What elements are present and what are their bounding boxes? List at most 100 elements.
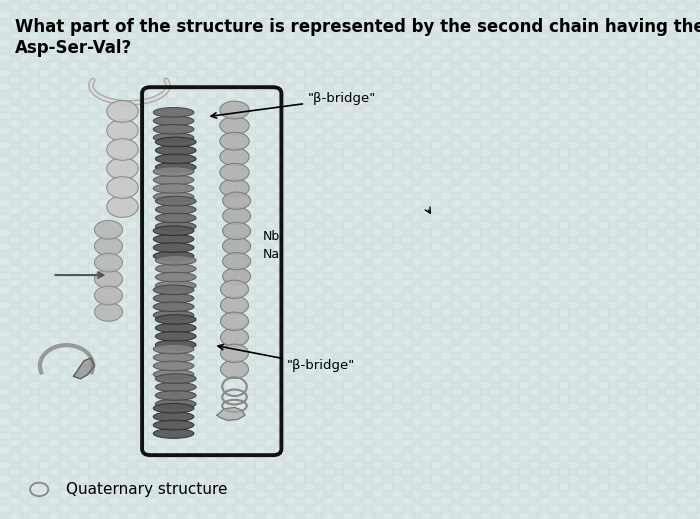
Bar <box>284 272 294 279</box>
Bar <box>539 345 549 352</box>
Bar <box>568 323 578 330</box>
Bar <box>88 490 98 497</box>
Bar <box>127 243 137 250</box>
Bar <box>284 504 294 512</box>
Bar <box>274 163 284 170</box>
Bar <box>608 148 617 156</box>
Bar <box>265 257 274 265</box>
Bar <box>588 337 598 345</box>
Bar <box>274 221 284 228</box>
Bar <box>176 439 186 446</box>
Bar <box>578 141 588 148</box>
Bar <box>382 39 392 47</box>
Bar <box>323 359 333 366</box>
Bar <box>333 352 343 359</box>
Bar <box>500 127 510 134</box>
Bar <box>167 374 176 381</box>
Bar <box>431 76 441 83</box>
Bar <box>490 497 500 504</box>
Bar <box>49 345 59 352</box>
Bar <box>343 286 353 294</box>
Bar <box>294 265 304 272</box>
Bar <box>323 214 333 221</box>
Bar <box>696 330 700 337</box>
Bar <box>314 134 323 141</box>
Bar <box>284 316 294 323</box>
Bar <box>686 207 696 214</box>
Bar <box>353 134 363 141</box>
Bar <box>49 25 59 32</box>
Bar <box>59 294 69 301</box>
Bar <box>392 47 402 54</box>
Bar <box>363 10 372 18</box>
Bar <box>323 83 333 90</box>
Bar <box>696 10 700 18</box>
Bar <box>666 468 676 475</box>
Bar <box>29 374 39 381</box>
Bar <box>568 395 578 403</box>
Bar <box>666 454 676 461</box>
Bar <box>265 156 274 163</box>
Ellipse shape <box>155 332 196 341</box>
Bar <box>637 228 647 236</box>
Bar <box>421 141 431 148</box>
Bar <box>98 454 108 461</box>
Bar <box>480 504 490 512</box>
Bar <box>578 127 588 134</box>
Bar <box>284 0 294 3</box>
Bar <box>147 214 157 221</box>
Bar <box>696 417 700 425</box>
Bar <box>196 366 206 374</box>
Bar <box>372 439 382 446</box>
Bar <box>676 185 686 192</box>
Bar <box>549 90 559 98</box>
Bar <box>206 243 216 250</box>
Bar <box>568 221 578 228</box>
Bar <box>245 69 255 76</box>
Bar <box>676 446 686 454</box>
Ellipse shape <box>153 285 194 295</box>
Bar <box>108 490 118 497</box>
Bar <box>186 185 196 192</box>
Bar <box>39 352 49 359</box>
Bar <box>108 141 118 148</box>
Bar <box>451 308 461 316</box>
Bar <box>245 316 255 323</box>
Bar <box>265 170 274 177</box>
Bar <box>157 395 167 403</box>
Bar <box>10 83 20 90</box>
Bar <box>304 374 314 381</box>
Bar <box>49 374 59 381</box>
Bar <box>490 148 500 156</box>
Bar <box>157 61 167 69</box>
Bar <box>88 417 98 425</box>
Bar <box>88 170 98 177</box>
Bar <box>353 279 363 286</box>
Bar <box>78 47 88 54</box>
Bar <box>98 279 108 286</box>
Bar <box>196 119 206 127</box>
Bar <box>314 323 323 330</box>
Bar <box>314 294 323 301</box>
Bar <box>235 468 245 475</box>
Bar <box>617 112 627 119</box>
Bar <box>137 308 147 316</box>
Bar <box>480 272 490 279</box>
Bar <box>147 461 157 468</box>
Bar <box>127 170 137 177</box>
Bar <box>539 388 549 395</box>
Bar <box>157 177 167 185</box>
Bar <box>686 425 696 432</box>
Bar <box>274 425 284 432</box>
Bar <box>657 374 666 381</box>
Bar <box>617 432 627 439</box>
Bar <box>372 512 382 519</box>
Bar <box>598 301 608 308</box>
Bar <box>147 417 157 425</box>
Bar <box>137 236 147 243</box>
Bar <box>29 228 39 236</box>
Bar <box>372 61 382 69</box>
Bar <box>108 0 118 3</box>
Bar <box>598 0 608 3</box>
Bar <box>657 112 666 119</box>
